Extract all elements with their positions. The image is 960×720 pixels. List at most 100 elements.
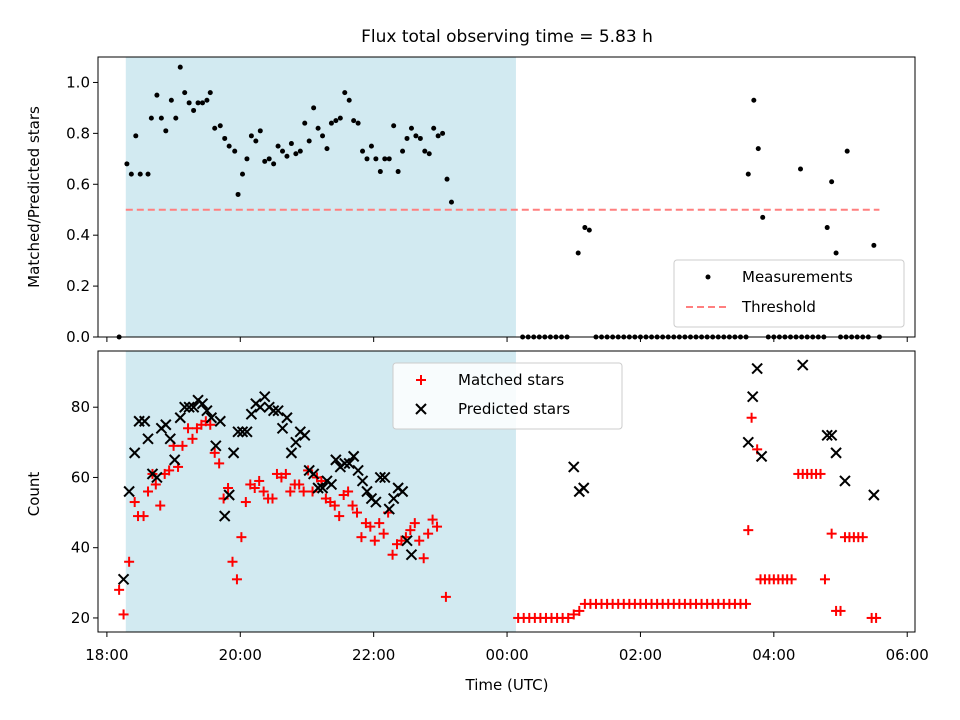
- measurement-point: [448, 199, 454, 205]
- measurement-point: [280, 148, 286, 154]
- bottom-x-ticks: 18:00 20:00 22:00 00:00 02:00 04:00 06:00: [85, 632, 929, 664]
- measurement-point: [244, 156, 250, 162]
- predicted-star-point-b: [138, 415, 151, 427]
- matched-star-point: [150, 479, 161, 490]
- predicted-star-point: [174, 412, 186, 424]
- measurement-point: [297, 148, 303, 154]
- predicted-star-point: [755, 450, 768, 463]
- predicted-star-point-b: [160, 419, 172, 431]
- measurement-point: [204, 97, 210, 103]
- top-y-ticks: 0.0 0.2 0.4 0.6 0.8 1.0: [66, 73, 98, 346]
- predicted-star-point: [312, 482, 324, 494]
- predicted-star-point-b: [123, 485, 135, 498]
- measurement-point: [212, 125, 218, 131]
- predicted-star-point-b: [151, 471, 163, 484]
- measurement-point: [575, 250, 581, 256]
- predicted-stars-points: [117, 359, 880, 586]
- predicted-star-point-b: [839, 475, 851, 487]
- measurement-point: [253, 138, 259, 144]
- predicted-star-point: [361, 485, 373, 498]
- top-panel: 0.0 0.2 0.4 0.6 0.8 1.0 Flux total observing …: [25, 27, 916, 346]
- predicted-star-point-b: [272, 405, 284, 417]
- predicted-star-point-b: [307, 468, 320, 480]
- matched-star-point: [249, 482, 260, 493]
- measurement-point: [426, 151, 432, 157]
- measurement-point: [400, 148, 406, 154]
- measurement-point: [404, 135, 410, 141]
- predicted-star-point-b: [164, 433, 176, 445]
- matched-star-point: [374, 518, 385, 529]
- top-axes-frame: [97, 56, 916, 338]
- matched-star-point: [786, 574, 797, 585]
- matched-star-point: [414, 535, 425, 546]
- x-tick-label: 18:00: [85, 646, 128, 664]
- bottom-axes-frame: [97, 350, 916, 633]
- predicted-star-point: [568, 461, 580, 473]
- predicted-star-point-b: [578, 482, 590, 494]
- legend-predicted-x-b: [415, 403, 427, 415]
- matched-star-point: [819, 574, 830, 585]
- measurement-point: [413, 133, 419, 139]
- predicted-star-point: [352, 464, 364, 477]
- predicted-star-point: [123, 485, 135, 498]
- predicted-star-point: [374, 471, 387, 484]
- matched-star-point: [285, 486, 296, 497]
- matched-star-point: [387, 549, 398, 560]
- y-tick-label: 1.0: [66, 73, 90, 91]
- predicted-star-point: [387, 492, 400, 505]
- y-tick-label: 60: [71, 468, 90, 486]
- measurement-point: [829, 179, 835, 185]
- y-tick-label: 0.8: [66, 124, 90, 142]
- matched-star-point: [815, 468, 826, 479]
- predicted-star-point-b: [742, 436, 754, 449]
- predicted-star-point-b: [868, 489, 880, 501]
- measurement-point: [760, 214, 766, 220]
- predicted-star-point-b: [825, 429, 838, 442]
- predicted-star-point-b: [290, 436, 302, 449]
- x-tick-label: 02:00: [619, 646, 662, 664]
- x-axis-label: Time (UTC): [465, 676, 549, 694]
- predicted-star-point: [245, 408, 258, 420]
- matched-star-point: [743, 525, 754, 536]
- predicted-star-point-b: [356, 475, 369, 487]
- measurement-point: [382, 156, 388, 162]
- matched-star-point: [114, 584, 125, 595]
- top-legend-box: [673, 259, 905, 328]
- measurement-point: [293, 151, 299, 157]
- matched-star-point: [205, 419, 216, 430]
- measurement-point: [582, 225, 588, 231]
- matched-star-point: [369, 535, 380, 546]
- measurement-point: [145, 171, 151, 177]
- y-tick-label: 0.0: [66, 328, 90, 346]
- matched-star-point: [741, 598, 752, 609]
- measurement-point: [408, 125, 414, 131]
- measurement-point: [311, 105, 317, 111]
- matched-star-point: [857, 532, 868, 543]
- y-tick-label: 20: [71, 609, 90, 627]
- predicted-star-point-b: [401, 534, 413, 547]
- matched-star-point: [280, 468, 291, 479]
- bottom-legend: Matched stars Predicted stars: [392, 362, 623, 430]
- predicted-star-point: [117, 573, 130, 586]
- predicted-star-point-b: [387, 492, 400, 505]
- matched-star-point: [267, 493, 278, 504]
- measurement-point: [191, 107, 197, 113]
- measurement-point: [337, 115, 343, 121]
- matched-star-point: [118, 609, 129, 620]
- matched-star-point: [568, 609, 579, 620]
- predicted-star-point-b: [219, 510, 231, 522]
- predicted-star-point: [259, 390, 271, 403]
- predicted-star-point-b: [830, 447, 842, 459]
- predicted-star-point-b: [325, 478, 338, 491]
- matched-star-point: [254, 475, 265, 486]
- measurement-point: [284, 153, 290, 159]
- predicted-star-point-b: [347, 450, 360, 463]
- predicted-star-point: [830, 447, 842, 459]
- measurement-point: [235, 191, 241, 197]
- measurement-point: [824, 225, 830, 231]
- y-tick-label: 0.2: [66, 277, 90, 295]
- predicted-star-point: [151, 471, 163, 484]
- predicted-star-point: [383, 503, 395, 515]
- predicted-star-point-b: [370, 496, 382, 508]
- measurement-point: [417, 135, 423, 141]
